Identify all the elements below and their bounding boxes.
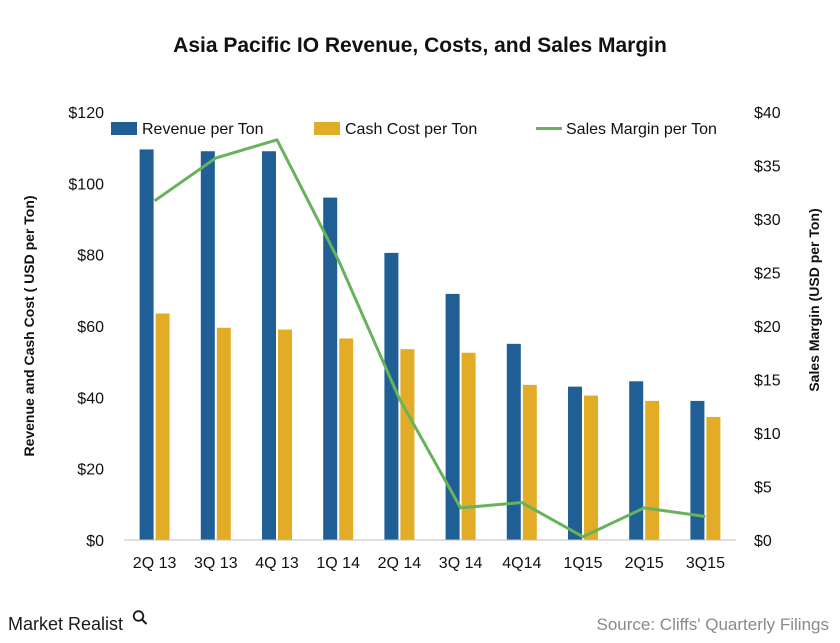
x-tick: 3Q15 [686,555,725,572]
y-tick-left: $80 [77,248,104,265]
bar-revenue-per-ton [568,386,582,540]
legend-label-sales-margin: Sales Margin per Ton [566,121,717,138]
y-tick-left: $20 [77,462,104,479]
legend-label-cash-cost: Cash Cost per Ton [345,121,477,138]
y-axis-left-label: Revenue and Cash Cost ( USD per Ton) [21,195,37,456]
source-note: Source: Cliffs' Quarterly Filings [596,615,829,634]
bar-cash-cost-per-ton [461,352,476,540]
bar-cash-cost-per-ton [645,400,660,540]
bar-revenue-per-ton [323,197,338,540]
x-tick: 1Q15 [563,555,602,572]
y-tick-right: $40 [754,105,781,122]
bar-revenue-per-ton [506,343,521,540]
brand-name: Market Realist [8,614,123,634]
market-realist-logo: Market Realist [8,610,148,634]
x-tick: 4Q14 [502,555,541,572]
y-tick-right: $5 [754,480,772,497]
bar-revenue-per-ton [690,400,705,540]
bars [139,149,721,540]
chart-title: Asia Pacific IO Revenue, Costs, and Sale… [173,34,667,57]
bar-cash-cost-per-ton [584,395,598,540]
y-tick-right: $10 [754,426,781,443]
y-tick-right: $15 [754,373,781,390]
x-tick: 2Q15 [625,555,664,572]
y-tick-left: $40 [77,390,104,407]
bar-revenue-per-ton [384,252,399,540]
bar-cash-cost-per-ton [400,349,415,540]
bar-cash-cost-per-ton [155,313,170,540]
magnifier-icon [132,610,148,625]
bar-revenue-per-ton [262,151,276,540]
y-tick-left: $60 [77,319,104,336]
y-tick-left: $100 [68,176,104,193]
y-tick-right: $20 [754,319,781,336]
y-tick-left: $120 [68,105,104,122]
x-tick: 3Q 14 [439,555,483,572]
legend-swatch-revenue [111,122,137,135]
y-axis-left: $0 $20 $40 $60 $80 $100 $120 [68,105,104,550]
x-tick: 1Q 14 [316,555,360,572]
bar-cash-cost-per-ton [522,384,537,540]
x-tick: 2Q 14 [378,555,422,572]
bar-revenue-per-ton [200,151,215,540]
y-tick-left: $0 [86,533,104,550]
legend: Revenue per Ton Cash Cost per Ton Sales … [111,121,717,138]
legend-label-revenue: Revenue per Ton [142,121,264,138]
bar-cash-cost-per-ton [278,329,292,540]
x-tick: 2Q 13 [133,555,177,572]
x-tick: 4Q 13 [255,555,299,572]
line-sales-margin-per-ton [153,138,706,539]
bar-cash-cost-per-ton [706,416,721,540]
x-tick: 3Q 13 [194,555,238,572]
bar-revenue-per-ton [629,381,644,540]
y-tick-right: $0 [754,533,772,550]
legend-swatch-cash-cost [314,122,340,135]
bar-revenue-per-ton [445,293,460,540]
y-axis-right: $0 $5 $10 $15 $20 $25 $30 $35 $40 [754,105,781,550]
x-axis: 2Q 13 3Q 13 4Q 13 1Q 14 2Q 14 3Q 14 4Q14 1Q15 2Q… [133,555,725,572]
bar-cash-cost-per-ton [216,327,231,540]
y-tick-right: $30 [754,212,781,229]
y-tick-right: $35 [754,159,781,176]
bar-cash-cost-per-ton [339,338,354,540]
bar-revenue-per-ton [139,149,154,540]
sales-margin-line-layer [153,138,706,539]
y-axis-right-label: Sales Margin (USD per Ton) [806,208,822,391]
y-tick-right: $25 [754,266,781,283]
